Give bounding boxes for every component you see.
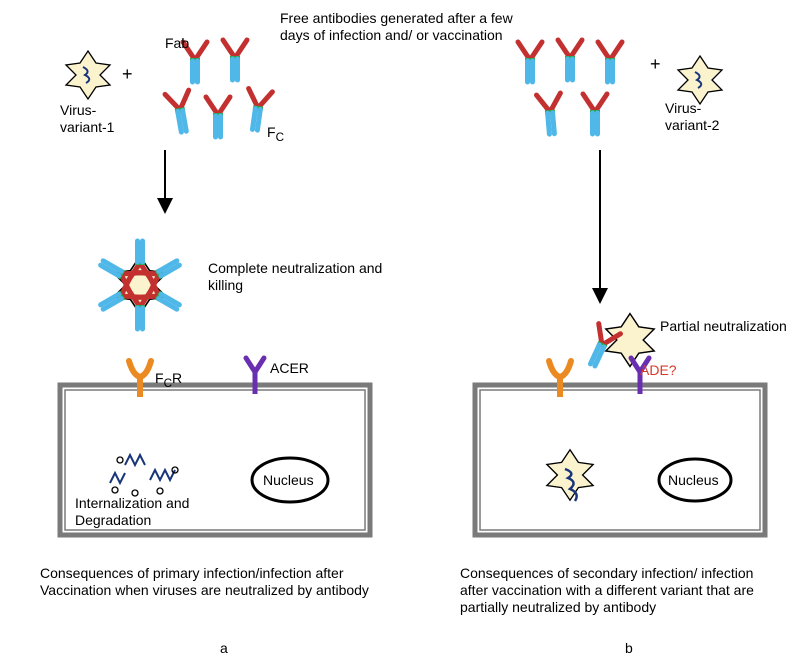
bottom-b-text: Consequences of secondary infection/ inf… [460,565,780,615]
fab-label: Fab [165,35,189,52]
fc-label: FC [267,124,284,145]
bottom-a-text: Consequences of primary infection/infect… [40,565,380,599]
complete-label: Complete neutralization and killing [208,260,388,294]
antibody-cluster-right-icon [518,40,622,135]
nucleus-a-label: Nucleus [263,472,314,489]
neutralized-virus-a-icon [96,241,184,329]
plus-left: + [122,64,133,84]
ade-label: ADE? [640,362,677,379]
virus-1-label: Virus-variant-1 [60,102,140,136]
virus-1-icon [66,51,110,99]
plus-right: + [650,54,661,74]
panel-a-label: a [220,640,228,657]
panel-b-label: b [625,640,633,657]
intdeg-label: Internalization and Degradation [75,495,215,529]
nucleus-b-label: Nucleus [668,472,719,489]
virus-2-label: Virus-variant-2 [665,100,745,134]
title-text: Free antibodies generated after a few da… [280,10,520,44]
partial-label: Partial neutralization [660,318,790,335]
virus-2-icon [678,56,722,104]
cell-b-icon [475,358,765,535]
acer-label: ACER [270,360,309,377]
fcr-label: FCR [155,370,182,391]
antibody-cluster-icon [165,40,272,137]
